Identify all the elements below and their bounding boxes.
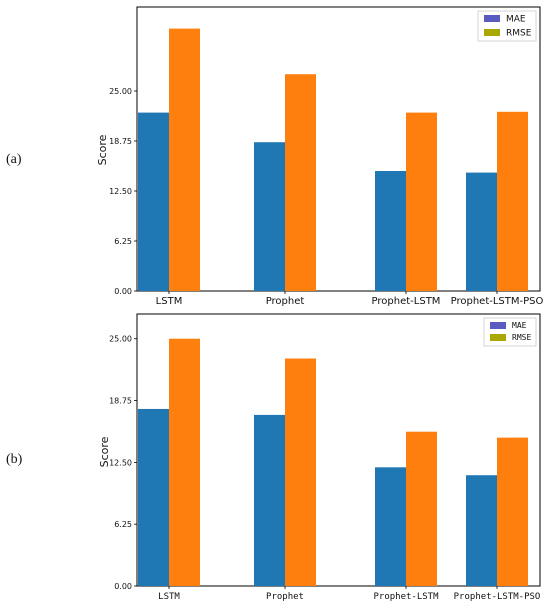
bars-a xyxy=(138,28,528,291)
bar-rmse-prophet-lstm xyxy=(406,431,437,586)
y-ticks-a: 0.00 6.25 12.50 18.75 25.00 xyxy=(109,87,137,296)
bar-mae-lstm xyxy=(138,112,169,291)
y-tick-label: 0.00 xyxy=(114,582,132,591)
y-axis-label-a: Score xyxy=(96,134,109,165)
panel-label-b: (b) xyxy=(6,452,23,467)
bar-rmse-prophet-lstm-pso xyxy=(497,437,528,586)
x-tick-label: Prophet-LSTM-PSO xyxy=(454,592,541,602)
plot-frame-b xyxy=(136,313,541,587)
plot-frame-a xyxy=(136,6,541,292)
legend-label-rmse-b: RMSE xyxy=(512,333,531,342)
legend-swatch-rmse-a xyxy=(484,29,500,36)
legend-swatch-rmse-b xyxy=(490,334,506,341)
legend-b: MAE RMSE xyxy=(483,317,537,347)
legend-label-mae-b: MAE xyxy=(512,321,527,330)
y-tick-label: 6.25 xyxy=(114,237,132,246)
bar-mae-prophet-lstm-pso xyxy=(466,172,497,291)
bar-mae-prophet-lstm-pso xyxy=(466,475,497,586)
y-ticks-b: 0.00 6.25 12.50 18.75 25.00 xyxy=(109,335,137,591)
bar-mae-prophet-lstm xyxy=(375,171,406,291)
x-tick-label: LSTM xyxy=(158,592,180,602)
bar-mae-prophet-lstm xyxy=(375,467,406,586)
x-tick-label: Prophet-LSTM xyxy=(372,296,441,307)
legend-swatch-mae-b xyxy=(490,322,506,329)
x-tick-label: Prophet xyxy=(266,296,305,307)
chart-panel-a: (a) Score 0.00 6.25 12.50 18.75 25.00 LSTM Pr… xyxy=(6,6,544,307)
bar-mae-lstm xyxy=(138,408,169,586)
x-tick-label: LSTM xyxy=(156,296,183,307)
bar-rmse-prophet-lstm-pso xyxy=(497,111,528,291)
x-tick-label: Prophet xyxy=(266,592,304,602)
panel-label-a: (a) xyxy=(6,152,22,167)
bar-rmse-lstm xyxy=(169,28,200,291)
x-ticks-a: LSTM Prophet Prophet-LSTM Prophet-LSTM-PSO xyxy=(156,291,544,307)
y-tick-label: 25.00 xyxy=(109,335,132,344)
x-tick-label: Prophet-LSTM-PSO xyxy=(451,296,544,307)
y-tick-label: 25.00 xyxy=(109,87,132,96)
x-tick-label: Prophet-LSTM xyxy=(373,592,439,602)
y-tick-label: 18.75 xyxy=(109,137,132,146)
bar-rmse-prophet xyxy=(285,74,316,291)
legend-label-mae-a: MAE xyxy=(506,15,526,25)
bar-rmse-prophet-lstm xyxy=(406,112,437,291)
y-axis-label-b: Score xyxy=(98,436,111,467)
bar-mae-prophet xyxy=(254,414,285,586)
y-tick-label: 0.00 xyxy=(114,287,132,296)
legend-label-rmse-a: RMSE xyxy=(506,29,532,39)
legend-a: MAE RMSE xyxy=(477,10,537,42)
bars-b xyxy=(138,338,528,586)
y-tick-label: 12.50 xyxy=(109,458,132,467)
bar-mae-prophet xyxy=(254,142,285,291)
y-tick-label: 18.75 xyxy=(109,397,132,406)
chart-panel-b: (b) Score 0.00 6.25 12.50 18.75 25.00 LSTM Pr… xyxy=(6,313,541,602)
x-ticks-b: LSTM Prophet Prophet-LSTM Prophet-LSTM-PSO xyxy=(158,586,540,602)
y-tick-label: 6.25 xyxy=(114,520,132,529)
legend-swatch-mae-a xyxy=(484,15,500,22)
y-tick-label: 12.50 xyxy=(109,187,132,196)
bar-rmse-prophet xyxy=(285,358,316,586)
bar-rmse-lstm xyxy=(169,338,200,586)
